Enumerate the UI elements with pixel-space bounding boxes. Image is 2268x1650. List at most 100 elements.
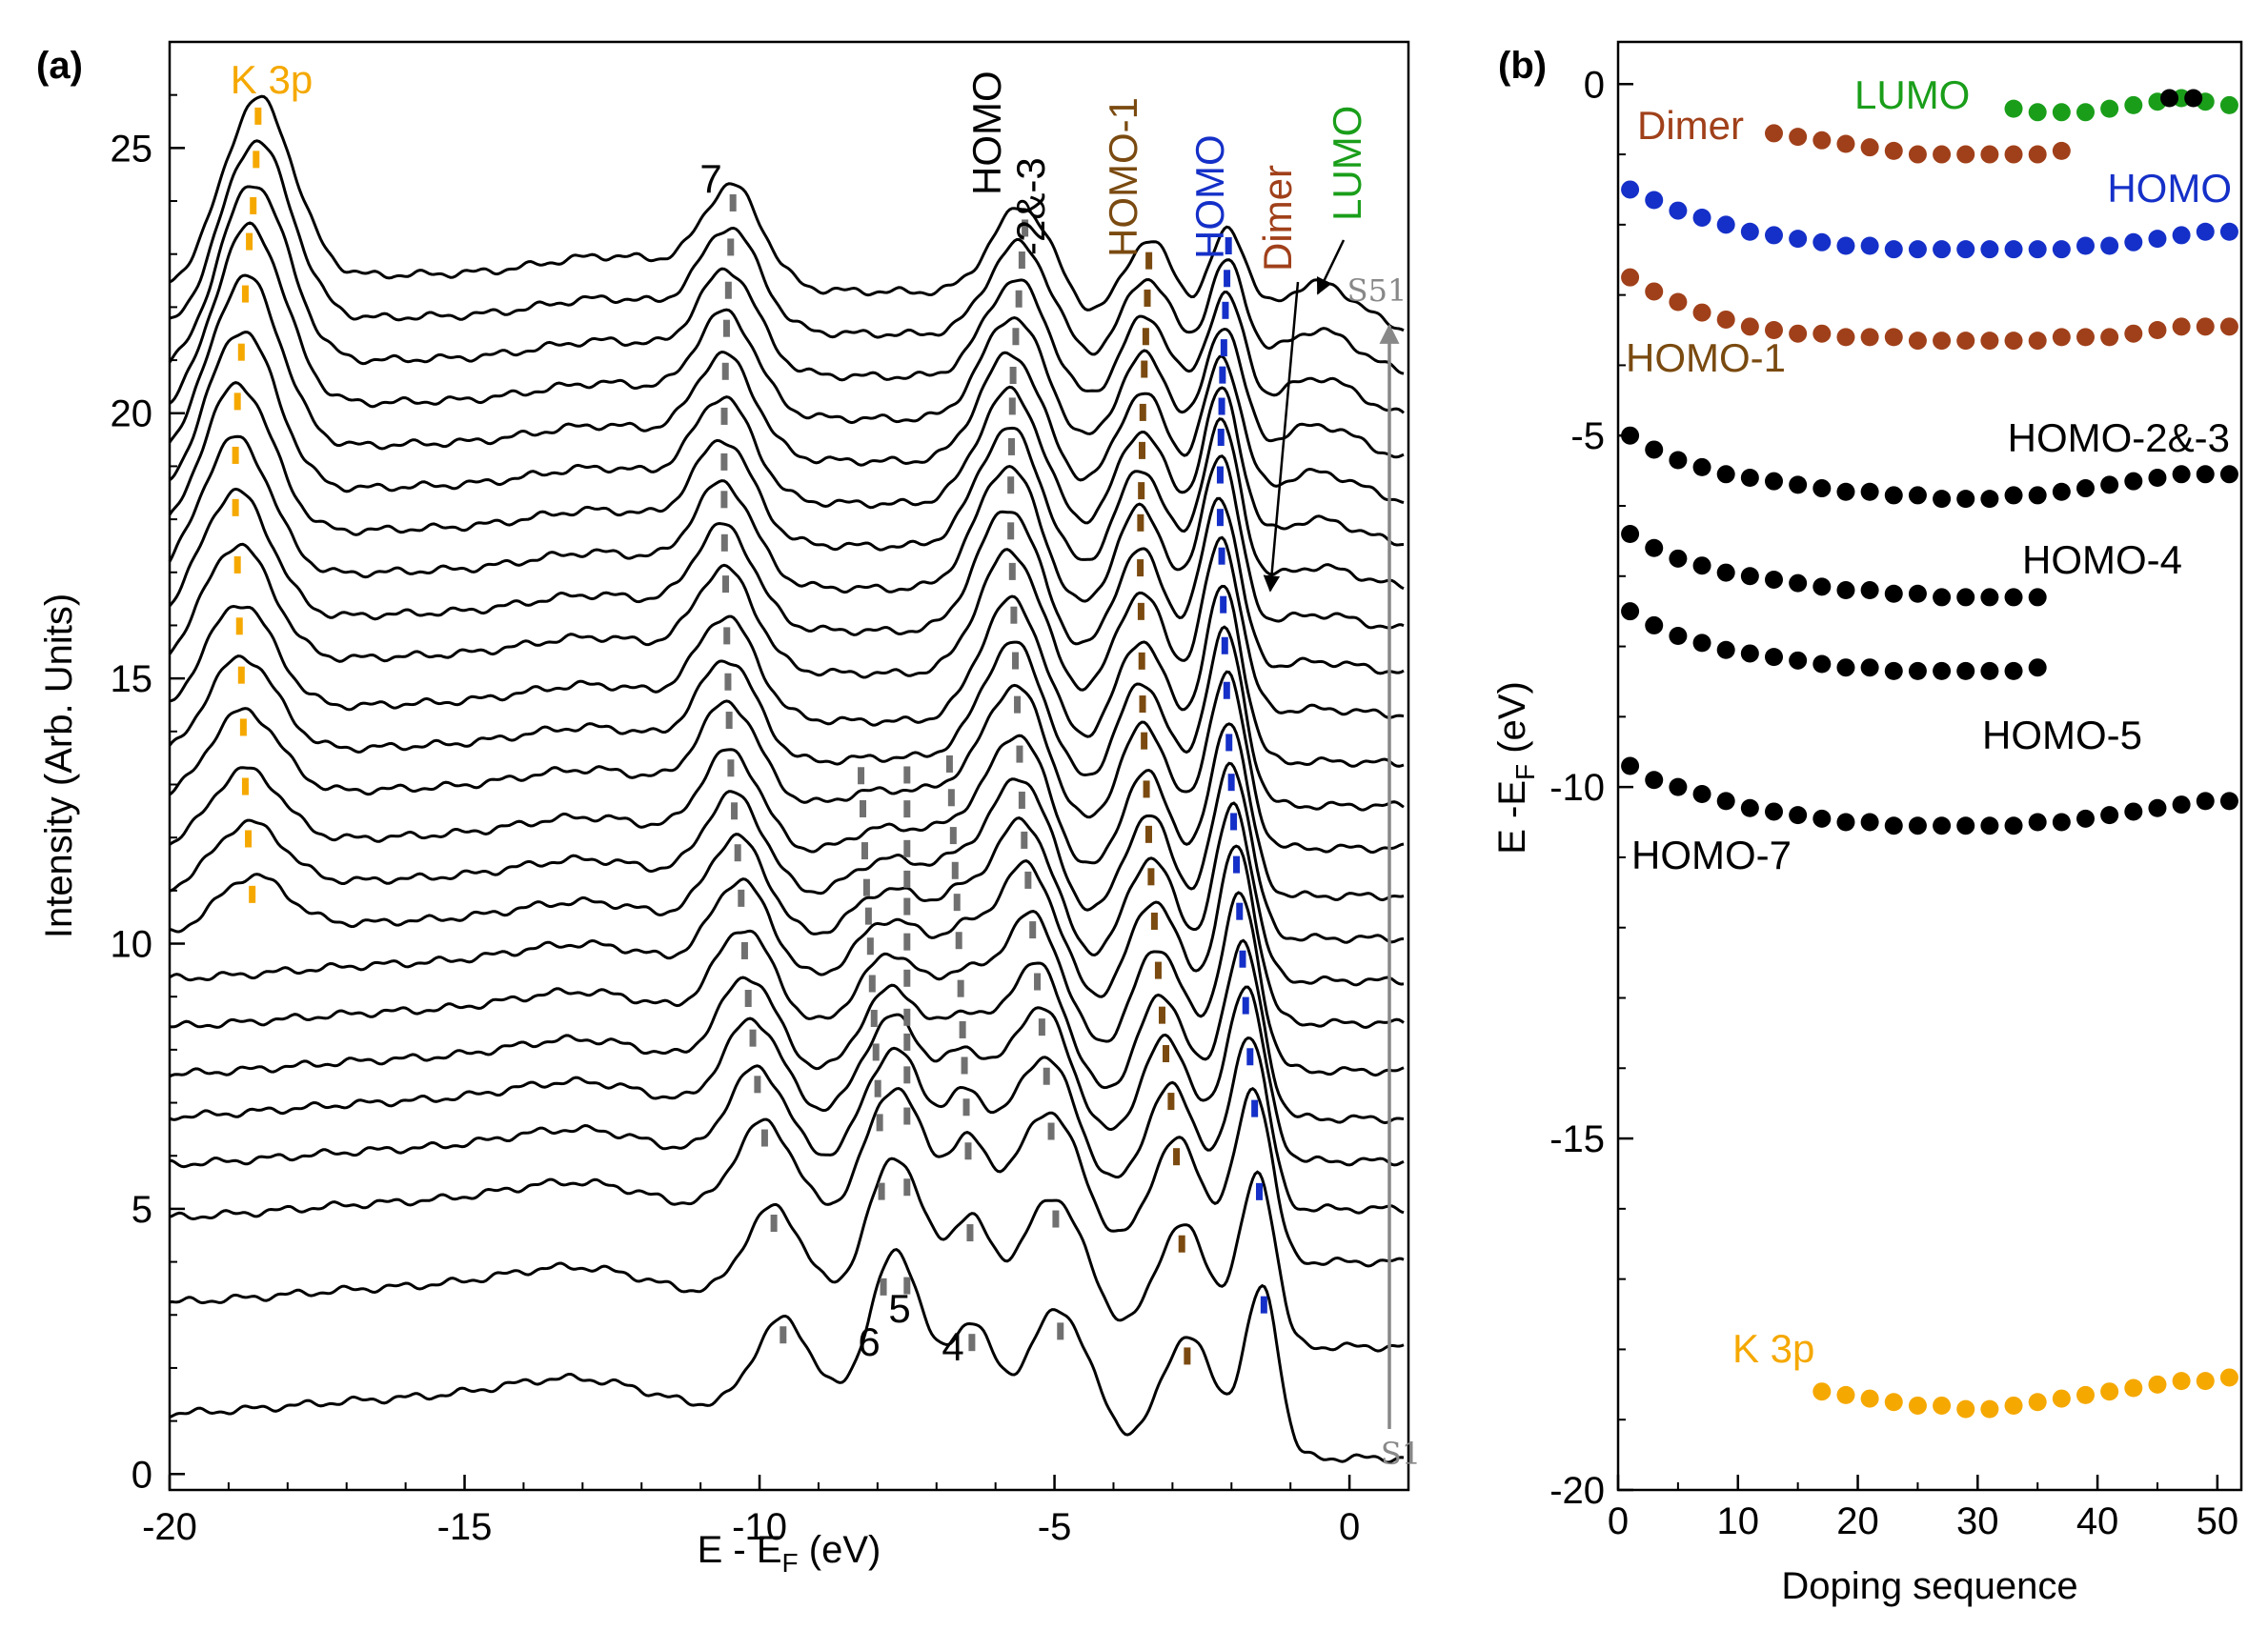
peak-marker — [734, 844, 741, 862]
point-homo-2-3 — [1836, 482, 1855, 501]
peak-marker — [1137, 559, 1144, 577]
point-lumo-black- — [2160, 89, 2179, 108]
peak-marker — [961, 1056, 968, 1075]
spectrum-trace — [169, 139, 1405, 375]
annotation-k3p: K 3p — [231, 57, 313, 102]
point-homo-7 — [2124, 802, 2143, 821]
point-homo-5 — [1692, 634, 1711, 653]
peak-marker — [1221, 636, 1228, 654]
point-homo-2-3 — [2148, 468, 2167, 487]
y-tick-label: -10 — [1549, 767, 1605, 809]
peak-marker — [949, 827, 957, 845]
point-homo-4 — [1716, 563, 1735, 582]
point-homo-7 — [1740, 798, 1759, 817]
point-homo-2-3 — [1645, 440, 1664, 459]
point-homo-7 — [2172, 795, 2191, 815]
spectrum-trace — [168, 185, 1405, 414]
peak-marker — [720, 407, 728, 425]
point-homo-2-3 — [1789, 475, 1808, 494]
peak-marker — [1137, 513, 1144, 532]
point-homo — [1765, 226, 1783, 245]
point-homo-7 — [2148, 798, 2167, 817]
peak-marker — [760, 1129, 768, 1147]
annotation-lumo: LUMO — [1325, 106, 1369, 221]
point-dimer — [1765, 124, 1783, 143]
point-homo-1 — [2124, 324, 2143, 343]
peak-marker — [1047, 1122, 1055, 1140]
point-homo-4 — [1789, 573, 1808, 593]
peak-marker — [1052, 1210, 1060, 1228]
point-k-3p — [2052, 1389, 2071, 1408]
point-homo — [1860, 236, 1879, 255]
sequence-end-label: S51 — [1347, 272, 1407, 309]
peak-marker — [1173, 1148, 1181, 1166]
peak-marker — [1260, 1296, 1267, 1314]
peak-marker — [729, 193, 737, 211]
series-label-lumo: LUMO — [1854, 72, 1970, 117]
point-homo-7 — [2100, 806, 2119, 825]
peak-marker — [725, 712, 733, 730]
peak-marker — [1007, 522, 1015, 540]
peak-marker — [720, 453, 728, 471]
spectrum-trace — [169, 938, 1405, 1125]
point-homo-5 — [1980, 661, 1999, 680]
point-dimer — [2004, 145, 2023, 164]
point-homo-2-3 — [2052, 482, 2071, 501]
point-homo-5 — [2028, 658, 2047, 677]
peak-marker — [947, 789, 955, 807]
y-tick-label: 5 — [132, 1189, 152, 1231]
peak-marker — [1236, 902, 1244, 920]
x-tick-label: -15 — [437, 1506, 493, 1548]
peak-marker — [1145, 252, 1153, 270]
point-homo-2-3 — [1980, 490, 1999, 509]
y-tick-label: 0 — [1584, 64, 1605, 106]
point-k-3p — [1812, 1382, 1832, 1401]
point-homo-1 — [1765, 321, 1783, 340]
peak-marker — [232, 498, 239, 516]
annotation-homo1: HOMO-1 — [1101, 97, 1145, 257]
peak-marker — [724, 281, 732, 299]
peak-marker — [957, 979, 964, 997]
point-lumo — [2052, 103, 2071, 122]
point-lumo — [2124, 95, 2143, 114]
peak-marker — [1154, 961, 1162, 979]
peak-marker — [1007, 476, 1015, 494]
peak-marker — [245, 830, 253, 848]
peak-marker — [1144, 825, 1152, 843]
point-k-3p — [2076, 1385, 2095, 1404]
annotation-homo: HOMO — [1187, 134, 1232, 259]
point-homo — [1812, 232, 1832, 252]
spectrum-trace — [168, 625, 1405, 812]
peak-marker — [727, 759, 735, 777]
peak-marker — [864, 907, 872, 925]
point-homo-1 — [1669, 292, 1688, 312]
spectrum-trace — [169, 801, 1405, 987]
series-label-homo7: HOMO-7 — [1631, 833, 1792, 877]
peak-marker — [874, 1079, 881, 1097]
point-dimer — [1789, 128, 1808, 147]
point-k-3p — [2100, 1382, 2119, 1401]
point-homo-2-3 — [2196, 465, 2215, 484]
series-label-homo4: HOMO-4 — [2022, 537, 2182, 582]
x-tick-label: -5 — [1038, 1506, 1072, 1548]
point-homo-1 — [1836, 328, 1855, 347]
point-homo-7 — [2052, 813, 2071, 832]
point-homo-5 — [1645, 615, 1664, 634]
point-k-3p — [2219, 1368, 2238, 1387]
point-homo-1 — [1860, 328, 1879, 347]
peak-marker — [723, 627, 731, 645]
peak-marker — [720, 491, 728, 509]
peak-marker — [1139, 403, 1146, 421]
spectrum-trace — [168, 273, 1405, 504]
peak-marker — [754, 1076, 761, 1094]
point-k-3p — [2028, 1393, 2047, 1412]
point-homo-2-3 — [2219, 465, 2238, 484]
peak-marker — [233, 392, 241, 411]
point-homo-1 — [1621, 268, 1640, 287]
point-homo-1 — [1908, 332, 1927, 351]
point-dimer — [1956, 145, 1975, 164]
point-dimer — [2052, 141, 2071, 160]
point-homo-5 — [1884, 661, 1903, 680]
